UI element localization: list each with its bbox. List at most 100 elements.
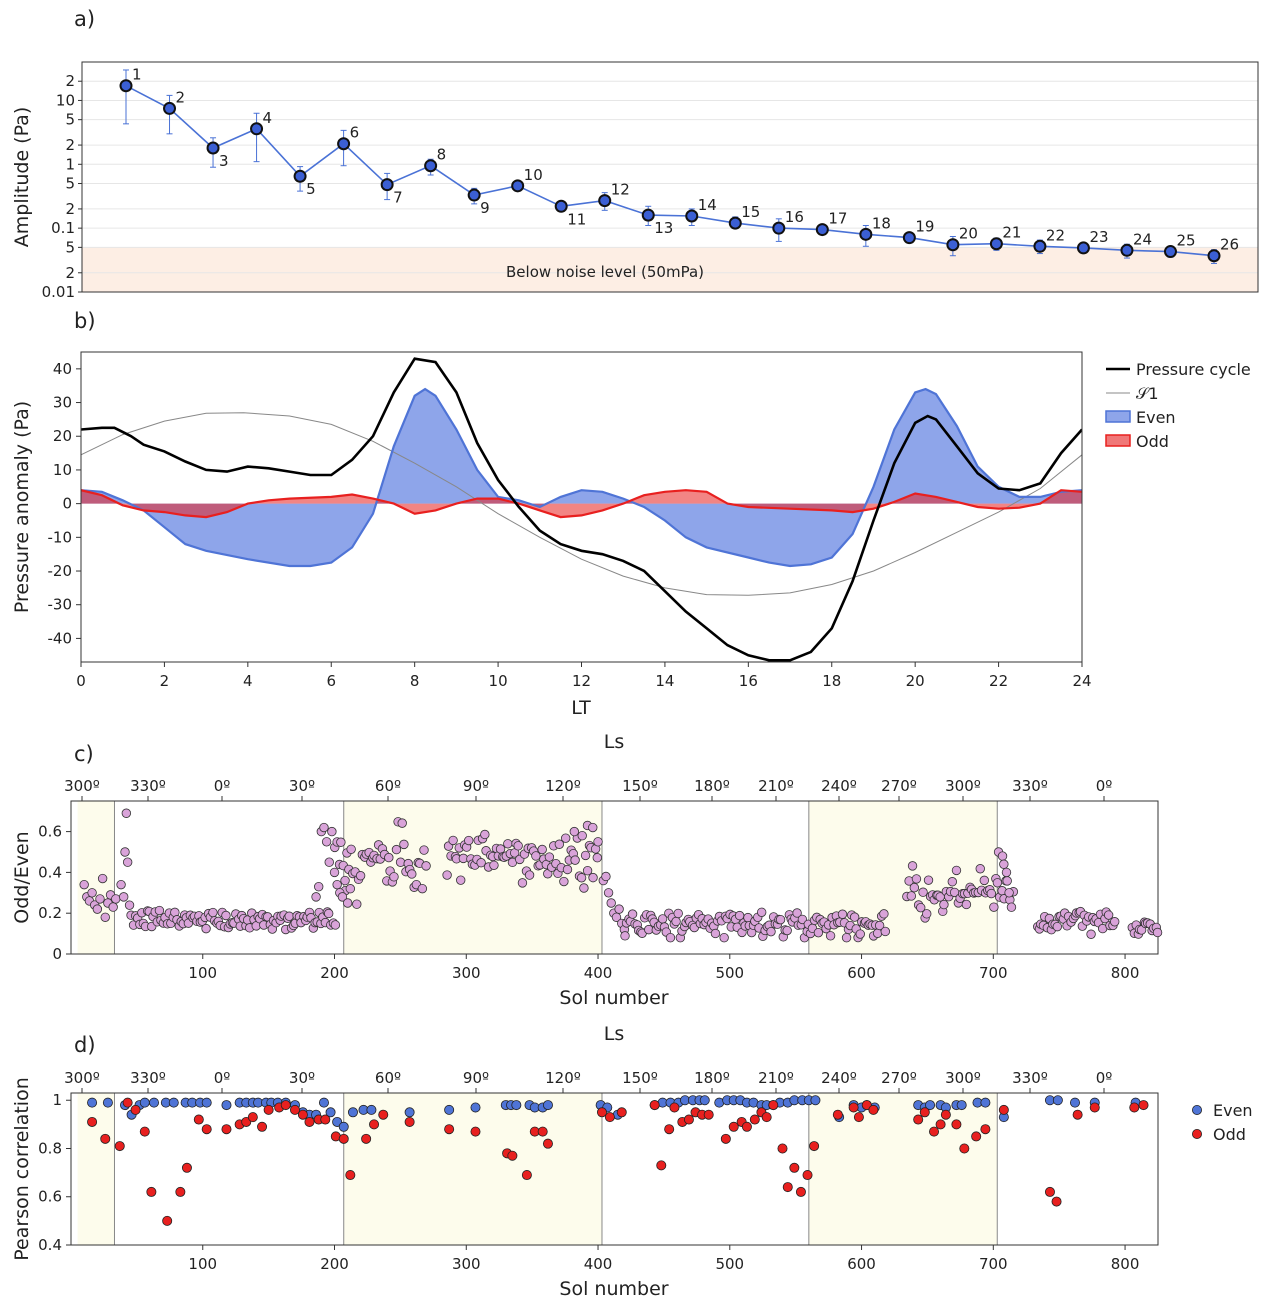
ratio-point bbox=[592, 853, 603, 863]
ratio-point bbox=[593, 837, 603, 847]
ratio-point bbox=[606, 898, 616, 908]
y-tick-label: 0 bbox=[52, 945, 62, 963]
y-tick-label: 5 bbox=[65, 175, 75, 193]
ratio-point bbox=[442, 870, 452, 880]
ls-tick-label: 150º bbox=[622, 777, 658, 795]
odd-point bbox=[789, 1162, 800, 1173]
y-tick-label: 20 bbox=[53, 427, 72, 445]
odd-point bbox=[221, 1124, 232, 1135]
odd-point bbox=[181, 1162, 192, 1173]
x-axis-label: Sol number bbox=[559, 987, 668, 1009]
odd-point bbox=[935, 1119, 946, 1130]
ratio-point bbox=[849, 912, 860, 922]
legend-marker bbox=[1192, 1129, 1203, 1140]
ratio-point bbox=[456, 875, 466, 885]
ratio-point bbox=[1109, 917, 1120, 927]
harmonic-point bbox=[554, 199, 568, 213]
ratio-point bbox=[108, 902, 118, 912]
ratio-point bbox=[588, 822, 598, 833]
ls-tick-label: 180º bbox=[694, 777, 730, 795]
y-tick-label: 2 bbox=[65, 264, 75, 282]
ls-tick-label: 300º bbox=[64, 1069, 100, 1087]
even-line bbox=[81, 387, 1082, 568]
ratio-point bbox=[961, 899, 972, 910]
x-tick-label: 700 bbox=[979, 1255, 1008, 1273]
axes-frame bbox=[70, 800, 1159, 955]
even-point bbox=[347, 1107, 358, 1118]
odd-point bbox=[369, 1119, 380, 1130]
ratio-point bbox=[872, 928, 883, 938]
x-tick-label: 600 bbox=[847, 1255, 876, 1273]
harmonic-point bbox=[206, 141, 220, 155]
ls-tick-label: 120º bbox=[545, 1069, 581, 1087]
harmonic-point bbox=[1076, 241, 1090, 255]
x-tick-label: 12 bbox=[572, 672, 591, 690]
harmonic-point bbox=[598, 194, 612, 208]
even-point bbox=[149, 1097, 160, 1108]
odd-point bbox=[320, 1114, 331, 1125]
y-tick-label: 0.6 bbox=[38, 823, 62, 841]
ls-tick-label: 0º bbox=[214, 1069, 231, 1087]
y-tick-label: 0.6 bbox=[38, 1188, 62, 1206]
ls-tick-label: 330º bbox=[1012, 777, 1048, 795]
ratio-point bbox=[284, 911, 294, 921]
odd-point bbox=[664, 1124, 675, 1135]
ratio-point bbox=[87, 888, 97, 898]
x-tick-label: 300 bbox=[452, 964, 481, 982]
ratio-point bbox=[792, 908, 802, 918]
ls-tick-label: 330º bbox=[130, 1069, 166, 1087]
harmonic-label: 7 bbox=[393, 189, 403, 207]
even-point bbox=[980, 1097, 991, 1108]
odd-point bbox=[470, 1126, 481, 1137]
ratio-point bbox=[537, 844, 547, 855]
odd-point bbox=[1051, 1196, 1062, 1207]
ratio-point bbox=[121, 808, 132, 818]
ratio-point bbox=[340, 875, 350, 886]
ratio-point bbox=[544, 852, 555, 862]
ratio-point bbox=[909, 882, 920, 893]
ratio-point bbox=[582, 865, 593, 876]
ratio-point bbox=[561, 833, 571, 843]
x-tick-label: 24 bbox=[1072, 672, 1091, 690]
panel-label: c) bbox=[74, 742, 94, 766]
ratio-point bbox=[119, 892, 129, 902]
ratio-point bbox=[524, 870, 535, 880]
odd-point bbox=[542, 1138, 553, 1149]
ratio-point bbox=[407, 869, 417, 879]
odd-point bbox=[703, 1109, 714, 1120]
odd-point bbox=[782, 1182, 793, 1193]
x-tick-label: 100 bbox=[188, 964, 217, 982]
ratio-point bbox=[503, 839, 513, 849]
ratio-point bbox=[323, 908, 334, 919]
legend-label: 𝒮1 bbox=[1136, 384, 1159, 403]
harmonic-label: 8 bbox=[437, 146, 447, 164]
ratio-point bbox=[1152, 927, 1163, 938]
y-tick-label: 0.1 bbox=[51, 219, 75, 237]
ratio-point bbox=[324, 857, 334, 867]
harmonic-point bbox=[685, 209, 699, 223]
ratio-point bbox=[92, 904, 103, 914]
odd-point bbox=[444, 1124, 455, 1135]
x-tick-label: 400 bbox=[584, 1255, 613, 1273]
harmonic-label: 16 bbox=[785, 208, 804, 226]
ratio-point bbox=[775, 914, 786, 925]
ratio-point bbox=[1002, 876, 1012, 886]
even-point bbox=[542, 1100, 553, 1111]
harmonic-label: 4 bbox=[263, 109, 273, 127]
harmonic-point bbox=[946, 238, 960, 252]
ratio-point bbox=[95, 894, 105, 904]
ratio-point bbox=[710, 928, 721, 939]
top-axis-label: Ls bbox=[604, 731, 624, 753]
even-point bbox=[699, 1095, 710, 1106]
ratio-point bbox=[614, 904, 624, 914]
ratio-point bbox=[513, 841, 523, 851]
ls-tick-label: 90º bbox=[463, 1069, 489, 1087]
odd-point bbox=[162, 1215, 173, 1226]
x-axis-label-b: LT bbox=[571, 697, 591, 719]
ratio-point bbox=[79, 879, 89, 890]
ls-tick-label: 240º bbox=[821, 777, 857, 795]
legend-label: Odd bbox=[1136, 432, 1169, 451]
x-tick-label: 20 bbox=[906, 672, 925, 690]
y-axis-label-a: Amplitude (Pa) bbox=[11, 107, 33, 247]
x-tick-label: 22 bbox=[989, 672, 1008, 690]
